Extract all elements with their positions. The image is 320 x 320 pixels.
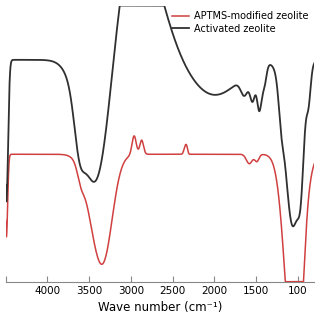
Activated zeolite: [291, 224, 295, 228]
APTMS-modified zeolite: [313, 162, 316, 165]
Activated zeolite: [310, 71, 314, 75]
Activated zeolite: [120, 4, 124, 7]
Activated zeolite: [79, 165, 83, 169]
APTMS-modified zeolite: [132, 134, 136, 138]
Line: Activated zeolite: Activated zeolite: [5, 5, 315, 226]
Activated zeolite: [118, 4, 122, 7]
APTMS-modified zeolite: [79, 185, 83, 189]
APTMS-modified zeolite: [120, 165, 124, 169]
Activated zeolite: [313, 61, 316, 65]
APTMS-modified zeolite: [77, 179, 81, 182]
APTMS-modified zeolite: [142, 146, 146, 150]
APTMS-modified zeolite: [310, 170, 314, 174]
Legend: APTMS-modified zeolite, Activated zeolite: APTMS-modified zeolite, Activated zeolit…: [168, 7, 313, 38]
APTMS-modified zeolite: [4, 219, 7, 222]
X-axis label: Wave number (cm⁻¹): Wave number (cm⁻¹): [98, 301, 222, 315]
APTMS-modified zeolite: [284, 280, 287, 284]
Activated zeolite: [142, 4, 146, 7]
Activated zeolite: [4, 183, 7, 187]
Activated zeolite: [77, 158, 81, 162]
APTMS-modified zeolite: [76, 171, 79, 175]
Activated zeolite: [76, 148, 79, 152]
Line: APTMS-modified zeolite: APTMS-modified zeolite: [5, 136, 315, 282]
